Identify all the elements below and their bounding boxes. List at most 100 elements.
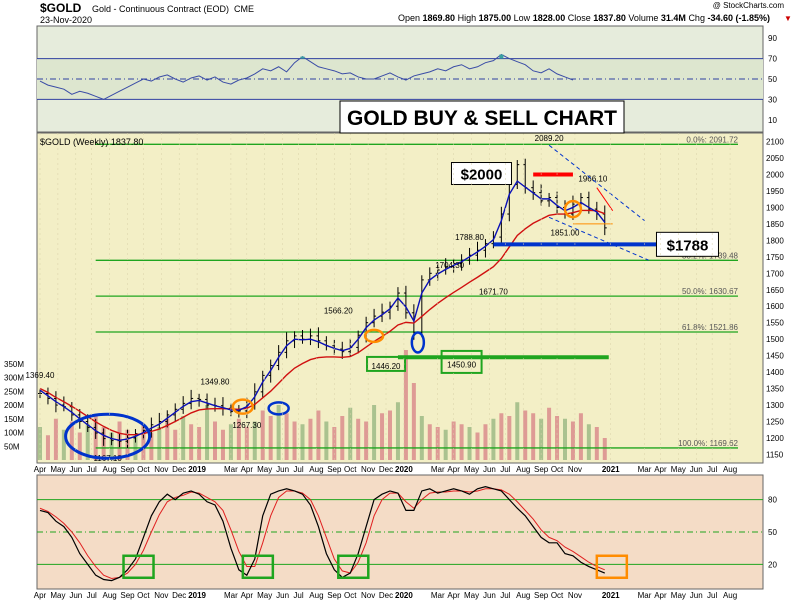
x-tick-label: 2019 — [188, 465, 206, 474]
volume-bar — [419, 416, 424, 460]
price-tick-label: 1700 — [766, 269, 784, 278]
highlight-ellipse-blue — [410, 331, 426, 354]
volume-bar — [451, 421, 456, 460]
price-tick-label: 1400 — [766, 368, 784, 377]
stochastic-layer: 80 50 20 — [37, 486, 777, 582]
x-tick-label: Aug — [723, 465, 737, 474]
volume-bar — [459, 424, 464, 460]
volume-bar — [475, 432, 480, 460]
stochastic-highlight-box — [122, 554, 155, 580]
volume-bar — [340, 416, 345, 460]
x-tick-label: May — [50, 591, 65, 600]
rsi-tick-label: 90 — [768, 34, 777, 43]
x-tick-label: Mar — [638, 465, 652, 474]
x-tick-label: Sep — [120, 465, 135, 474]
x-tick-label: Jul — [87, 465, 97, 474]
x-tick-label: Apr — [241, 465, 254, 474]
x-tick-label: Jun — [690, 465, 703, 474]
x-tick-label: Jul — [707, 591, 717, 600]
price-tick-label: 1600 — [766, 302, 784, 311]
price-tick-label: 1300 — [766, 401, 784, 410]
price-panel — [36, 132, 764, 464]
price-value-label: 1704.30 — [435, 261, 464, 270]
callout-1788-text: $1788 — [667, 237, 709, 254]
dropdown-icon[interactable]: ▼ — [784, 14, 792, 23]
stochastic-highlight-box — [337, 554, 370, 580]
rsi-tick-label: 30 — [768, 95, 777, 104]
price-value-label: 1369.40 — [26, 371, 55, 380]
x-tick-label: Jul — [293, 591, 303, 600]
x-tick-label: Jun — [276, 591, 289, 600]
volume-tick-label: 300M — [4, 374, 24, 383]
volume-bar — [228, 424, 233, 460]
volume-tick-label: 200M — [4, 401, 24, 410]
price-tick-label: 1850 — [766, 220, 784, 229]
price-tick-label: 1500 — [766, 335, 784, 344]
volume-bar — [284, 413, 289, 460]
volume-bar — [523, 410, 528, 460]
volume-bar — [213, 421, 217, 460]
x-tick-label: Dec — [379, 591, 393, 600]
highlight-box-green — [440, 349, 483, 374]
volume-bar — [491, 418, 496, 460]
volume-bar — [109, 432, 114, 460]
volume-bar — [205, 405, 210, 460]
x-tick-label: Jul — [500, 465, 510, 474]
x-tick-label: May — [464, 591, 479, 600]
volume-bar — [411, 383, 416, 460]
volume-bar — [364, 421, 369, 460]
stochastic-d-line — [39, 488, 605, 579]
x-tick-label: 2020 — [395, 591, 413, 600]
volume-bar — [372, 405, 377, 460]
x-tick-label: Aug — [309, 465, 323, 474]
highlight-box-green — [366, 355, 407, 372]
stochastic-highlight-box — [241, 554, 275, 580]
x-tick-label: Oct — [551, 465, 564, 474]
x-tick-label: Jun — [69, 465, 82, 474]
price-value-label: 2089.20 — [535, 134, 564, 143]
price-tick-label: 2000 — [766, 171, 784, 180]
x-tick-label: 2020 — [395, 465, 413, 474]
volume-bar — [483, 424, 488, 460]
annotation-text: GOLD BUY & SELL CHART — [347, 107, 617, 130]
volume-bar — [77, 432, 82, 460]
price-value-label: 1788.80 — [455, 233, 484, 242]
callout-1788-box — [655, 231, 719, 257]
volume-bar — [252, 421, 257, 460]
stochastic-tick-label: 50 — [768, 528, 777, 537]
x-tick-label: Apr — [447, 465, 460, 474]
x-tick-label: Jun — [276, 465, 289, 474]
volume-bar — [467, 427, 472, 460]
volume-bar — [61, 429, 66, 460]
price-value-label: 1966.10 — [578, 175, 607, 184]
x-tick-label: Nov — [361, 591, 375, 600]
volume-bar — [563, 418, 567, 460]
volume-tick-label: 100M — [4, 429, 24, 438]
x-tick-label: Jun — [483, 465, 496, 474]
volume-bar — [515, 402, 520, 460]
x-tick-label: Oct — [344, 465, 357, 474]
x-tick-label: Jul — [87, 591, 97, 600]
volume-bar — [268, 416, 273, 460]
rsi-layer: 90 70 50 30 10 — [37, 34, 777, 125]
price-value-label: 1267.30 — [232, 421, 261, 430]
x-tick-label: Aug — [102, 591, 116, 600]
x-tick-label: May — [50, 465, 65, 474]
callout-2000-box — [450, 162, 512, 186]
volume-bar — [531, 413, 536, 460]
price-layer: 2100 2050 2000 1950 1900 1850 1800 1750 1700 1650… — [26, 134, 785, 463]
highlight-ellipse-orange — [563, 199, 583, 219]
x-tick-label: Oct — [137, 465, 150, 474]
x-tick-label: May — [257, 591, 272, 600]
volume-bar — [403, 350, 408, 460]
price-value-label: 1566.20 — [324, 306, 353, 315]
x-tick-label: Oct — [137, 591, 150, 600]
x-tick-label: Apr — [654, 591, 667, 600]
volume-bar — [220, 429, 225, 460]
price-tick-label: 1350 — [766, 385, 784, 394]
x-tick-label: Oct — [551, 591, 564, 600]
volume-bar — [443, 429, 448, 460]
rsi-tick-label: 50 — [768, 75, 777, 84]
volume-bar — [300, 424, 305, 460]
